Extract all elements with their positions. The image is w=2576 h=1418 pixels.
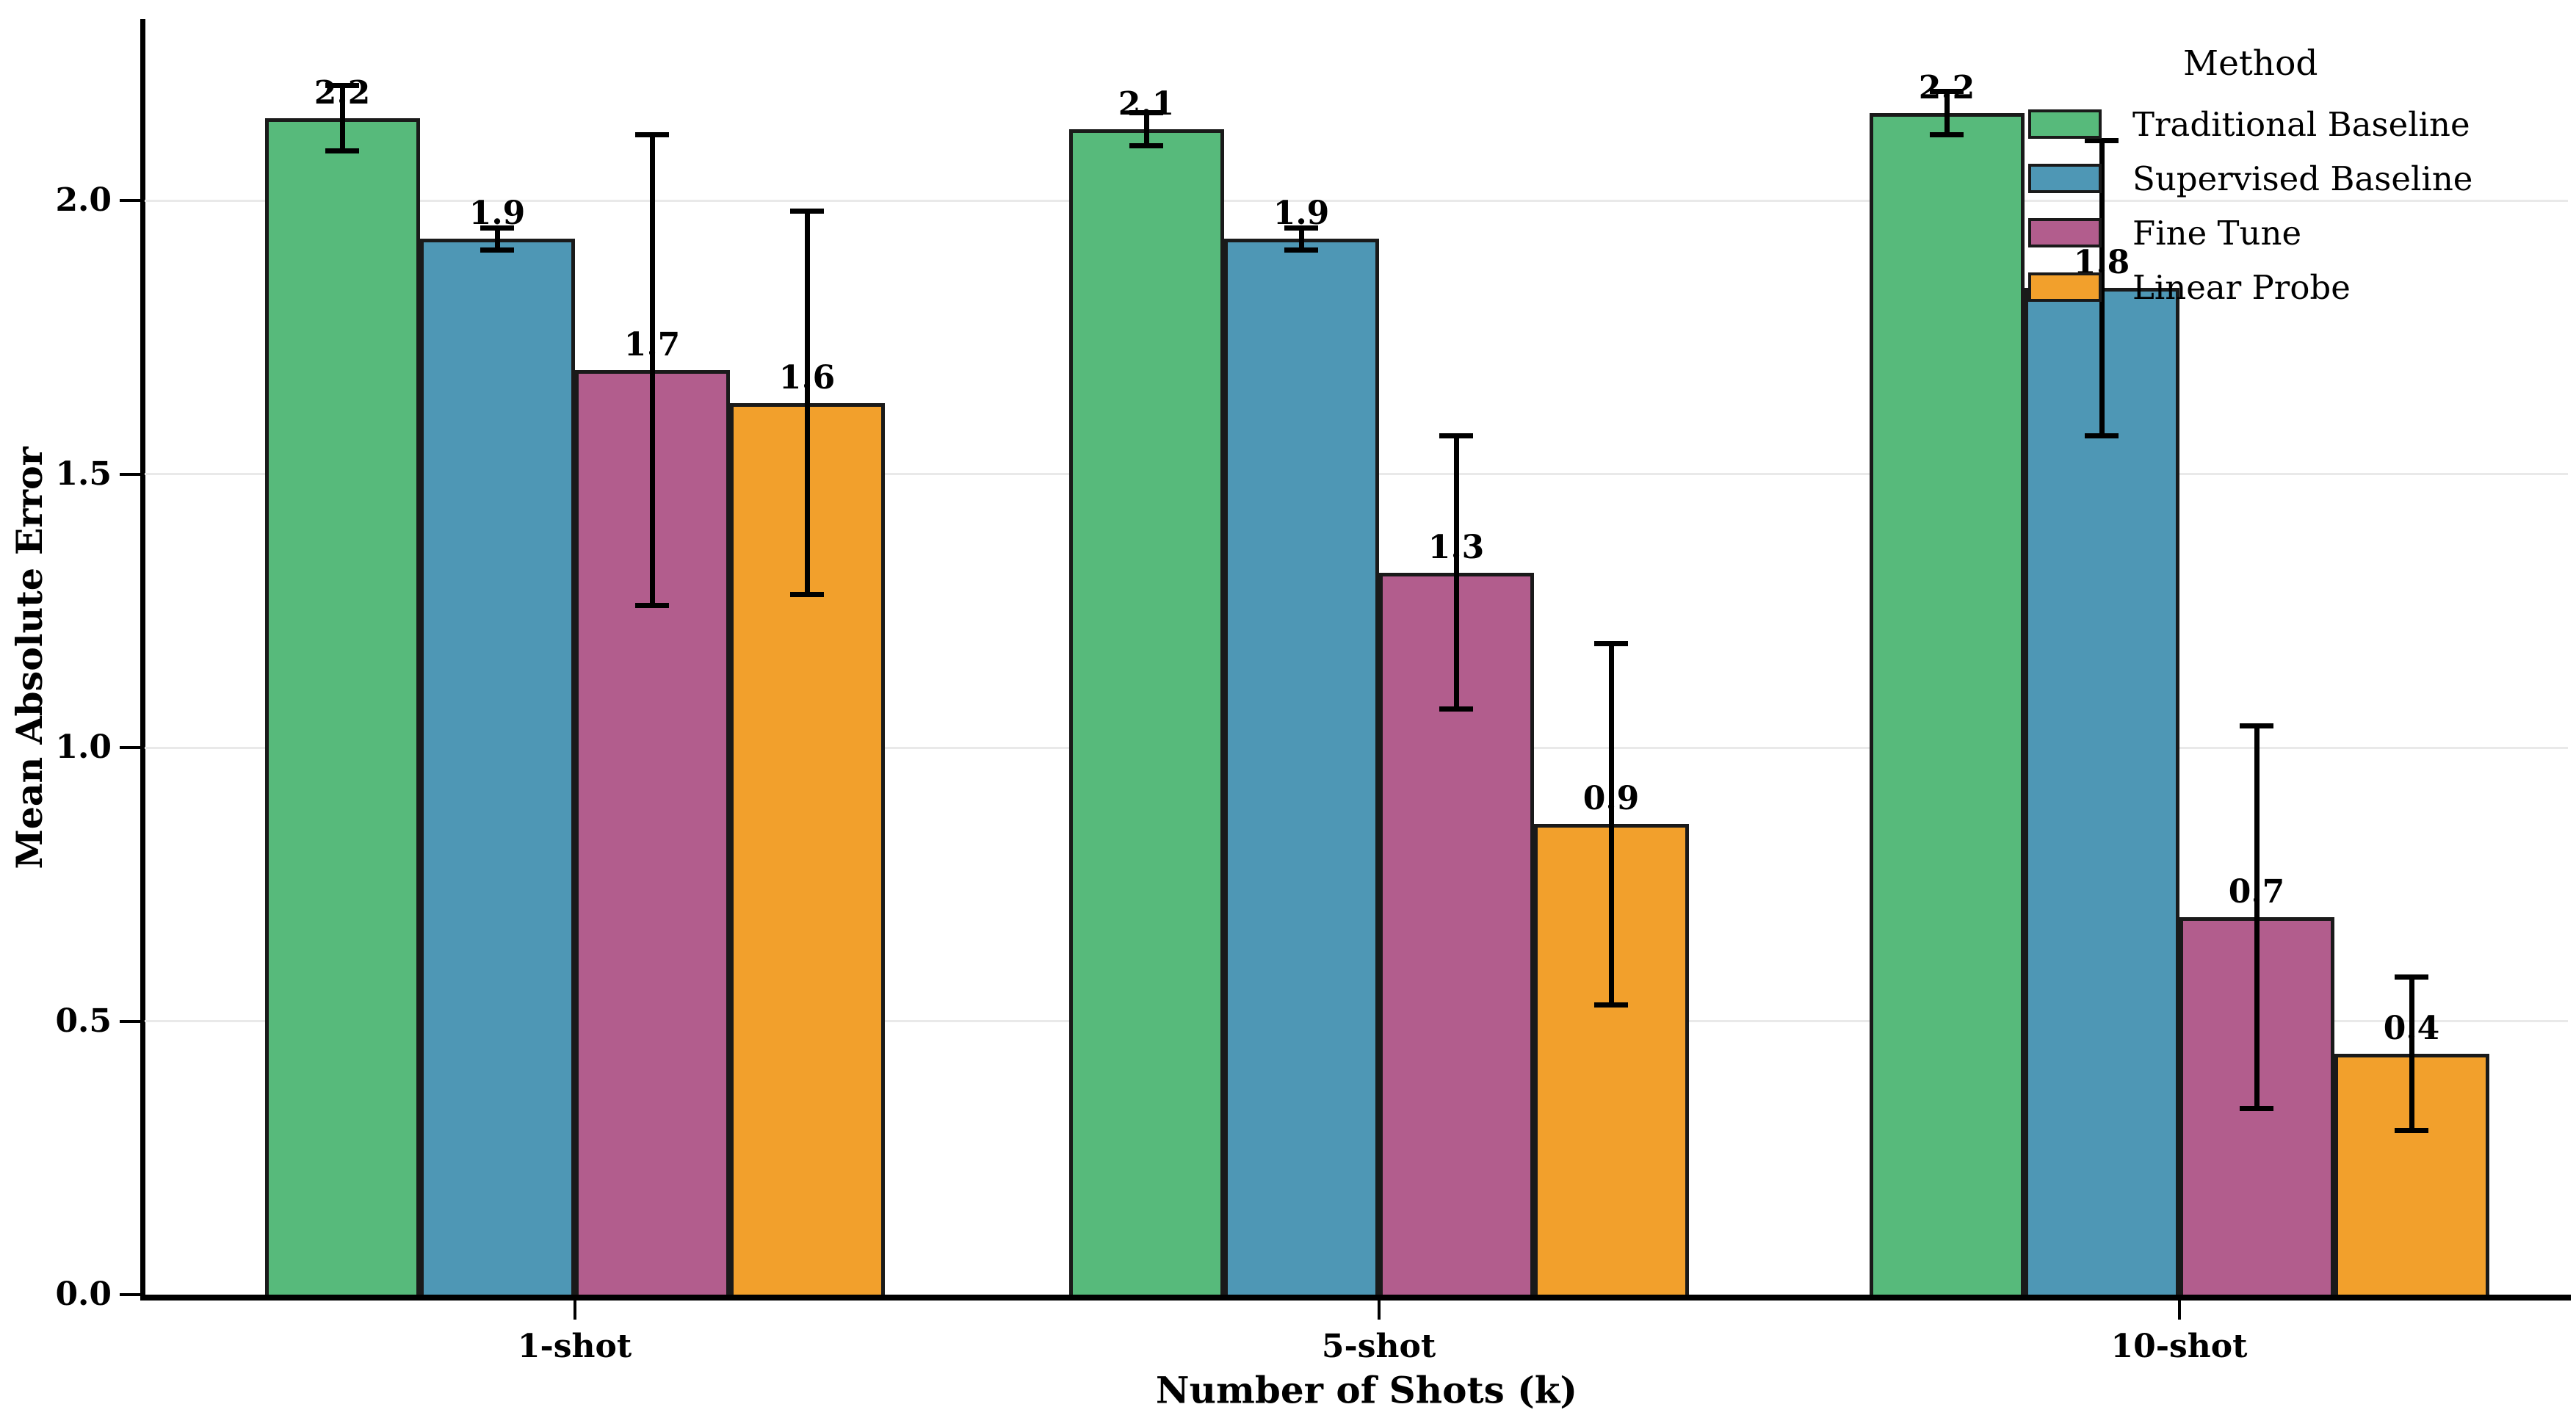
error-bar-line <box>1298 228 1304 250</box>
y-tick-mark-0.0 <box>120 1293 140 1296</box>
bar-value-label: 0.4 <box>2383 1010 2440 1048</box>
legend-item-linear-probe: Linear Probe <box>2028 260 2472 314</box>
error-bar-line <box>1143 112 1149 146</box>
error-bar-cap-top <box>480 225 514 231</box>
x-tick-mark-5-shot <box>1377 1301 1381 1320</box>
error-bar-line <box>649 134 655 606</box>
y-tick-mark-0.5 <box>120 1019 140 1023</box>
legend-swatch <box>2028 109 2102 139</box>
error-bar-line <box>2099 140 2105 436</box>
error-bar-line <box>1608 643 1614 1005</box>
legend-swatch <box>2028 272 2102 302</box>
bar-traditional-baseline-10-shot <box>1869 112 2025 1295</box>
error-bar-cap-top <box>325 83 359 89</box>
y-tick-label-2.0: 2.0 <box>55 181 112 219</box>
error-bar-cap-bottom <box>325 148 359 154</box>
error-bar-line <box>2409 977 2414 1131</box>
y-tick-label-0.5: 0.5 <box>55 1002 112 1040</box>
y-tick-label-1.0: 1.0 <box>55 728 112 766</box>
bar-value-label: 1.7 <box>623 325 681 363</box>
bar-value-label: 0.7 <box>2228 872 2285 911</box>
error-bar-cap-top <box>790 209 824 214</box>
error-bar-cap-bottom <box>635 602 669 608</box>
y-tick-mark-2.0 <box>120 199 140 202</box>
legend-item-label: Fine Tune <box>2132 213 2302 253</box>
bar-value-label: 1.9 <box>468 195 526 233</box>
bar-value-label: 1.3 <box>1428 528 1485 566</box>
y-axis-spine <box>140 19 145 1301</box>
error-bar-cap-bottom <box>1129 143 1163 148</box>
error-bar-cap-top <box>2240 723 2273 728</box>
error-bar-cap-top <box>1594 640 1628 646</box>
legend-swatch <box>2028 218 2102 247</box>
error-bar-line <box>804 211 810 595</box>
bar-supervised-baseline-1-shot <box>419 239 575 1295</box>
legend-item-label: Traditional Baseline <box>2132 104 2470 144</box>
error-bar-cap-top <box>1930 88 1964 94</box>
bar-supervised-baseline-5-shot <box>1223 239 1379 1295</box>
legend: Method Traditional Baseline Supervised Ba… <box>2028 43 2472 314</box>
bar-value-label: 1.6 <box>778 358 836 397</box>
bar-traditional-baseline-5-shot <box>1068 129 1224 1295</box>
y-tick-label-1.5: 1.5 <box>55 455 112 493</box>
x-tick-mark-1-shot <box>573 1301 576 1320</box>
error-bar-cap-bottom <box>2085 433 2119 438</box>
error-bar-line <box>1453 435 1459 709</box>
error-bar-cap-bottom <box>1594 1002 1628 1008</box>
error-bar-cap-bottom <box>2395 1128 2428 1133</box>
x-axis-spine <box>140 1295 2571 1301</box>
bar-supervised-baseline-10-shot <box>2024 288 2179 1295</box>
legend-item-label: Supervised Baseline <box>2132 159 2473 198</box>
bar-value-label: 1.9 <box>1273 195 1330 233</box>
error-bar-cap-top <box>2395 974 2428 980</box>
x-tick-mark-10-shot <box>2177 1301 2181 1320</box>
error-bar-cap-bottom <box>790 591 824 597</box>
y-tick-mark-1.5 <box>120 472 140 476</box>
error-bar-cap-top <box>1284 225 1318 231</box>
y-tick-label-0.0: 0.0 <box>55 1276 112 1313</box>
legend-title: Method <box>2182 43 2318 84</box>
y-axis-title: Mean Absolute Error <box>8 446 51 869</box>
error-bar-cap-top <box>1129 110 1163 116</box>
plot-area: 2.2 2.1 2.2 1.9 1.9 1.8 1.7 1.3 0.7 1.6 0.9 0.4 <box>145 22 2568 1295</box>
bar-value-label: 0.9 <box>1582 780 1640 818</box>
error-bar-line <box>1944 91 1950 135</box>
bar-value-label: 2.2 <box>1918 68 1975 106</box>
legend-swatch <box>2028 164 2102 193</box>
error-bar-cap-bottom <box>1930 132 1964 138</box>
error-bar-cap-bottom <box>2240 1106 2273 1112</box>
bar-value-label: 2.2 <box>314 74 371 112</box>
error-bar-cap-bottom <box>480 247 514 253</box>
error-bar-line <box>339 85 345 151</box>
x-axis-title: Number of Shots (k) <box>1155 1368 1578 1412</box>
error-bar-line <box>2254 726 2260 1109</box>
legend-item-supervised-baseline: Supervised Baseline <box>2028 151 2472 206</box>
legend-item-label: Linear Probe <box>2132 267 2351 307</box>
error-bar-line <box>494 228 500 250</box>
bar-traditional-baseline-1-shot <box>264 118 420 1295</box>
x-tick-label-5-shot: 5-shot <box>1321 1328 1436 1365</box>
legend-item-traditional-baseline: Traditional Baseline <box>2028 97 2472 151</box>
error-bar-cap-top <box>1439 433 1473 438</box>
error-bar-cap-bottom <box>1439 706 1473 712</box>
gridline-2 <box>145 199 2568 202</box>
legend-item-fine-tune: Fine Tune <box>2028 206 2472 260</box>
error-bar-cap-top <box>635 132 669 138</box>
x-tick-label-10-shot: 10-shot <box>2110 1328 2248 1365</box>
bar-value-label: 2.1 <box>1118 85 1175 123</box>
legend-items: Traditional Baseline Supervised Baseline F… <box>2028 97 2472 314</box>
error-bar-cap-top <box>2085 137 2119 143</box>
error-bar-cap-bottom <box>1284 247 1318 253</box>
y-tick-mark-1.0 <box>120 746 140 749</box>
x-tick-label-1-shot: 1-shot <box>517 1328 632 1365</box>
